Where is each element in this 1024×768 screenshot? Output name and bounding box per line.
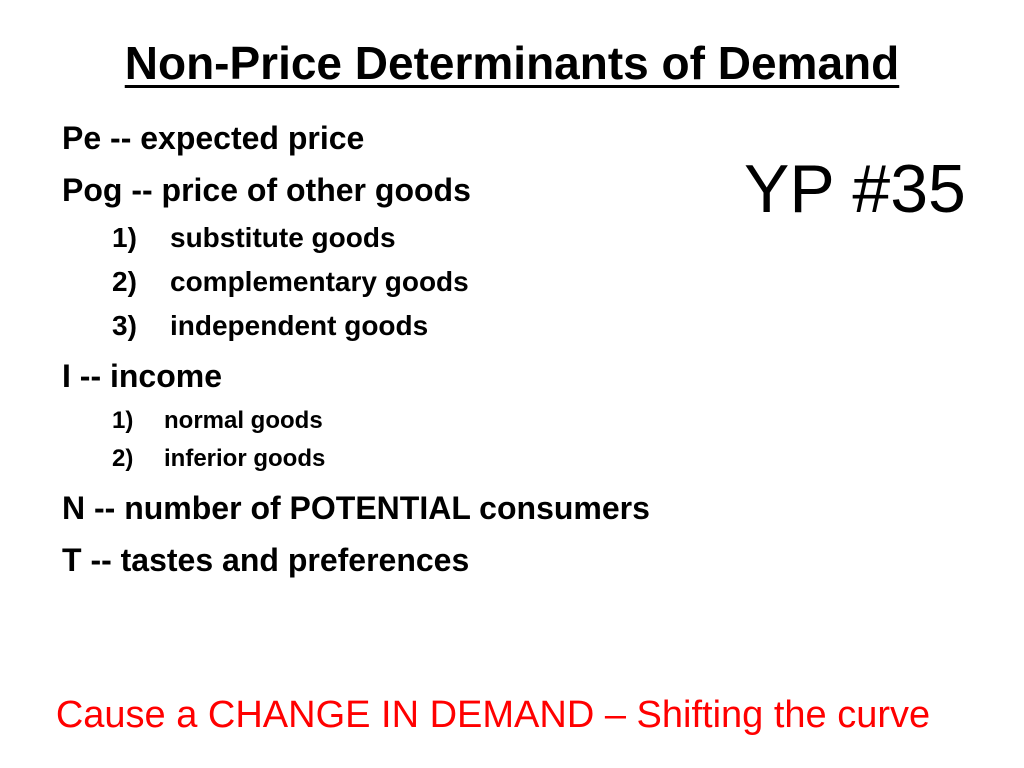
sub-item-normal: 1) normal goods bbox=[62, 402, 762, 440]
sub-item-label: complementary goods bbox=[170, 266, 469, 297]
sub-item-substitute: 1) substitute goods bbox=[62, 216, 762, 260]
sub-item-number: 1) bbox=[112, 407, 134, 434]
item-tastes-preferences: T -- tastes and preferences bbox=[62, 542, 470, 578]
item-number-consumers: N -- number of POTENTIAL consumers bbox=[62, 490, 650, 526]
slide-title: Non-Price Determinants of Demand bbox=[124, 37, 900, 89]
sub-item-label: normal goods bbox=[164, 407, 323, 434]
sub-item-number: 1) bbox=[112, 222, 137, 253]
footer-note: Cause a CHANGE IN DEMAND – Shifting the … bbox=[55, 694, 931, 736]
sub-item-number: 2) bbox=[112, 266, 137, 297]
sub-item-independent: 3) independent goods bbox=[62, 304, 762, 348]
sub-item-label: independent goods bbox=[170, 310, 429, 341]
sub-item-label: substitute goods bbox=[170, 222, 396, 253]
sub-item-number: 2) bbox=[112, 445, 134, 472]
sub-item-inferior: 2) inferior goods bbox=[62, 440, 762, 478]
sub-item-number: 3) bbox=[112, 310, 137, 341]
yp-number: YP #35 bbox=[744, 151, 966, 227]
sub-item-complementary: 2) complementary goods bbox=[62, 260, 762, 304]
item-expected-price: Pe -- expected price bbox=[62, 120, 365, 156]
determinants-list: Pe -- expected price Pog -- price of oth… bbox=[62, 112, 762, 586]
item-price-other-goods: Pog -- price of other goods bbox=[62, 172, 471, 208]
item-income: I -- income bbox=[62, 358, 223, 394]
sub-item-label: inferior goods bbox=[164, 445, 326, 472]
